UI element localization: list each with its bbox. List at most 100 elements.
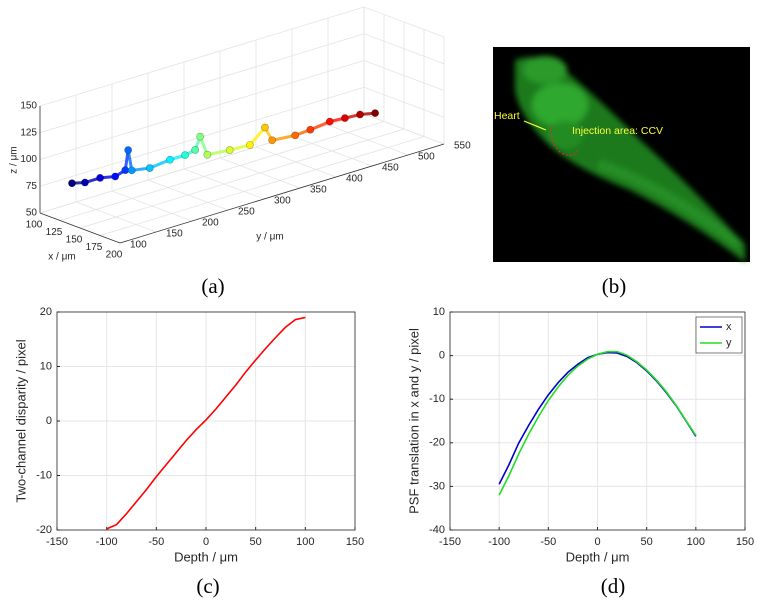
y-tick-label: 10 bbox=[40, 360, 52, 372]
axes-box bbox=[449, 311, 746, 531]
bead bbox=[371, 109, 380, 118]
bead bbox=[166, 155, 174, 164]
bead bbox=[124, 146, 133, 154]
grid-line bbox=[363, 33, 445, 65]
bead bbox=[306, 125, 315, 134]
bead bbox=[225, 146, 234, 154]
bead bbox=[127, 166, 136, 175]
injection-outline bbox=[550, 124, 579, 157]
fish-shape bbox=[515, 56, 745, 263]
fish-image: Heart Injection area: CCV bbox=[493, 47, 750, 263]
x-tick-label: -50 bbox=[540, 536, 556, 548]
bead bbox=[196, 132, 205, 141]
bead bbox=[96, 173, 104, 182]
tube-segment bbox=[149, 158, 171, 170]
x-tick-label: -100 bbox=[96, 536, 118, 548]
grid-line bbox=[39, 6, 365, 107]
axis-line bbox=[119, 143, 445, 244]
grid-line bbox=[219, 157, 301, 189]
axis-line bbox=[39, 212, 121, 244]
z-tick-label: 150 bbox=[20, 101, 37, 112]
grid-line bbox=[255, 146, 337, 178]
y-tick-label: -20 bbox=[36, 524, 52, 536]
annotation: Heart bbox=[494, 110, 520, 122]
grid-line bbox=[59, 121, 385, 221]
bead bbox=[268, 136, 277, 145]
bead bbox=[121, 166, 130, 175]
y-tick-label: -10 bbox=[429, 393, 445, 405]
y-axis-label: y / μm bbox=[256, 232, 283, 243]
z-tick-label: 75 bbox=[26, 181, 38, 192]
heart-arrow bbox=[523, 120, 547, 131]
x-tick-label: 100 bbox=[296, 536, 314, 548]
x-tick-label: 0 bbox=[594, 536, 600, 548]
caption: (c) bbox=[196, 574, 219, 598]
bead bbox=[81, 178, 89, 187]
x-tick-label: 150 bbox=[346, 536, 364, 548]
grid-line bbox=[291, 135, 373, 167]
bead bbox=[68, 179, 76, 188]
legend-box bbox=[695, 316, 743, 354]
y-tick-label: 20 bbox=[40, 306, 52, 318]
x-tick-label: 50 bbox=[250, 536, 262, 548]
bead bbox=[145, 164, 154, 172]
x-tick-label: -150 bbox=[439, 536, 461, 548]
axes-box bbox=[56, 311, 356, 531]
x-tick-label: 50 bbox=[641, 536, 653, 548]
data-line bbox=[498, 350, 697, 496]
y-tick-label: -30 bbox=[429, 480, 445, 492]
bead bbox=[340, 114, 349, 122]
y-tick-label: 400 bbox=[346, 174, 363, 185]
grid-line bbox=[183, 168, 265, 200]
x-tick-label: -150 bbox=[46, 536, 68, 548]
y-tick-label: 0 bbox=[439, 350, 445, 362]
y-tick-label: 150 bbox=[166, 229, 183, 240]
y-tick-label: -20 bbox=[429, 437, 445, 449]
caption: (a) bbox=[201, 274, 224, 298]
bead bbox=[261, 123, 269, 132]
tube-segment bbox=[207, 148, 230, 157]
z-axis-label: z / μm bbox=[9, 146, 20, 173]
z-tick-label: 125 bbox=[20, 127, 37, 138]
grid-line bbox=[147, 179, 229, 211]
y-tick-label: 500 bbox=[418, 152, 435, 163]
tube-segment bbox=[248, 126, 267, 146]
x-axis-label: Depth / μm bbox=[174, 549, 238, 564]
legend-label: y bbox=[726, 337, 732, 349]
x-tick-label: 100 bbox=[687, 536, 705, 548]
tube-segment bbox=[271, 133, 296, 142]
y-axis-label: PSF translation in x and y / pixel bbox=[406, 328, 421, 514]
bead bbox=[203, 150, 212, 159]
x-tick-label: 150 bbox=[736, 536, 754, 548]
grid-line bbox=[363, 60, 445, 91]
y-tick-label: 200 bbox=[202, 218, 219, 229]
x-tick-label: 175 bbox=[86, 242, 103, 253]
y-tick-label: 350 bbox=[310, 185, 327, 196]
y-tick-label: 550 bbox=[454, 141, 471, 152]
bead bbox=[356, 110, 364, 119]
x-tick-label: 125 bbox=[46, 227, 63, 238]
y-tick-label: 0 bbox=[46, 415, 52, 427]
y-tick-label: 250 bbox=[238, 207, 255, 218]
grid-line bbox=[99, 136, 425, 236]
bead bbox=[191, 146, 200, 154]
grid-line bbox=[327, 124, 409, 156]
grid-line bbox=[111, 190, 193, 222]
bead bbox=[325, 117, 334, 126]
y-tick-label: 300 bbox=[274, 196, 291, 207]
grid-line bbox=[363, 86, 445, 118]
bead bbox=[291, 131, 300, 140]
z-tick-label: 100 bbox=[20, 154, 37, 165]
x-tick-label: 150 bbox=[66, 235, 83, 246]
annotation: Injection area: CCV bbox=[572, 125, 663, 137]
grid-line bbox=[363, 6, 445, 38]
grid-line bbox=[39, 33, 365, 134]
y-tick-label: -10 bbox=[36, 469, 52, 481]
grid-line bbox=[39, 60, 365, 160]
x-axis-label: Depth / μm bbox=[566, 549, 630, 564]
y-tick-label: 10 bbox=[433, 306, 445, 318]
grid-line bbox=[363, 113, 445, 145]
x-tick-label: 200 bbox=[106, 250, 123, 261]
bead bbox=[111, 172, 120, 181]
